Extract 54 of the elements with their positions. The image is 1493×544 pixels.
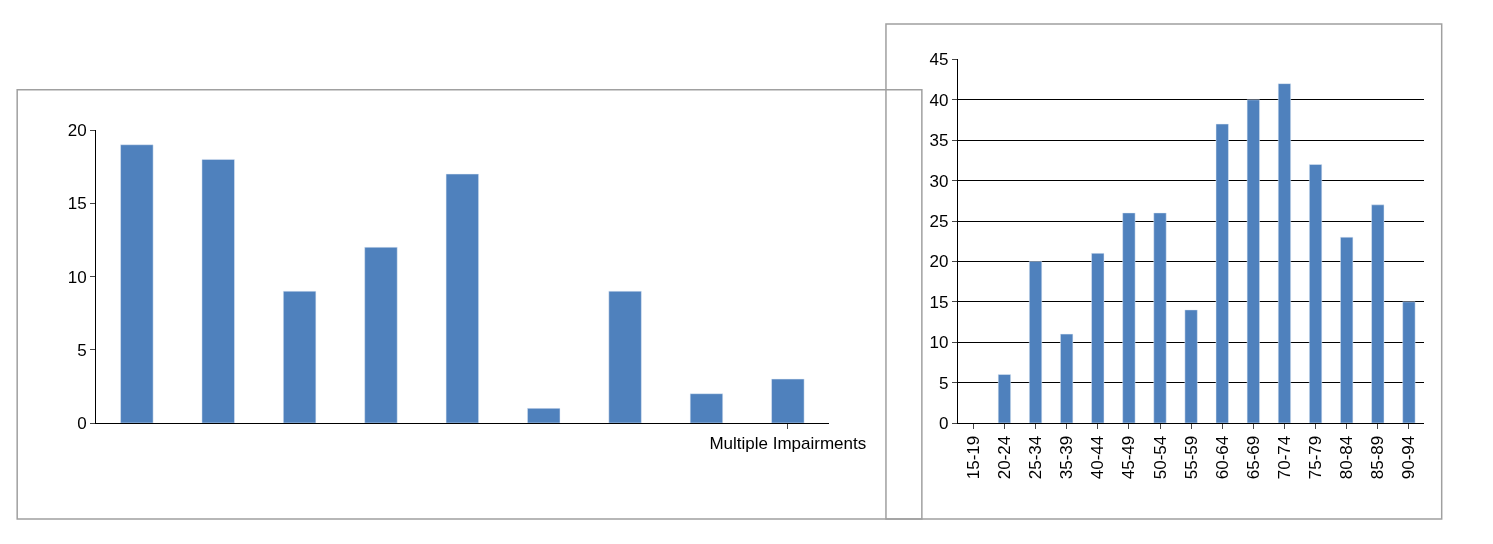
y-tick-label: 45 — [929, 50, 949, 70]
x-tick-label: 65-69 — [1243, 435, 1263, 480]
x-tick-label: 60-64 — [1212, 435, 1232, 480]
y-tick-label: 40 — [929, 90, 949, 110]
bar — [1215, 123, 1229, 423]
y-tick-label: 10 — [929, 333, 949, 353]
bar — [201, 159, 235, 423]
bar — [283, 290, 317, 423]
x-tick-label: 20-24 — [994, 435, 1014, 480]
y-tick-label: 15 — [929, 292, 949, 312]
bar — [689, 393, 723, 423]
x-tick-label: 85-89 — [1368, 435, 1388, 480]
y-tick-label: 35 — [929, 131, 949, 151]
x-tick-label: 55-59 — [1181, 435, 1201, 480]
x-tick-label: 80-84 — [1337, 435, 1357, 480]
y-tick-label: 30 — [929, 171, 949, 191]
bar — [120, 144, 154, 423]
bar — [1029, 261, 1043, 423]
bar — [1060, 333, 1074, 423]
y-tick-label: 5 — [938, 373, 949, 393]
y-tick-label: 10 — [67, 267, 87, 287]
y-tick-label: 0 — [77, 413, 87, 433]
x-tick-label: 90-94 — [1399, 435, 1419, 480]
x-tick-label: 15-19 — [963, 435, 983, 480]
x-tick-label: 70-74 — [1274, 435, 1294, 480]
bar — [1309, 164, 1323, 423]
y-tick-label: 20 — [929, 252, 949, 272]
bar — [1184, 309, 1198, 423]
y-tick-label: 0 — [938, 413, 949, 433]
bar — [1402, 301, 1416, 423]
bar — [997, 374, 1011, 423]
x-tick-label: Multiple Impairments — [709, 434, 867, 454]
x-tick-label: 45-49 — [1119, 435, 1139, 480]
x-tick-label: 75-79 — [1306, 435, 1326, 480]
x-tick-label: 25-34 — [1026, 435, 1046, 480]
bar — [1091, 253, 1105, 423]
y-tick-label: 25 — [929, 211, 949, 231]
bar — [771, 378, 805, 423]
bar — [608, 290, 642, 423]
bar — [1153, 212, 1167, 423]
bar — [1277, 83, 1291, 423]
bar — [1340, 236, 1354, 423]
bar — [1122, 212, 1136, 423]
x-tick-label: 50-54 — [1150, 435, 1170, 480]
bar — [445, 173, 479, 423]
y-tick-label: 20 — [67, 121, 87, 141]
bar — [527, 408, 561, 423]
x-tick-label: 40-44 — [1088, 435, 1108, 480]
x-tick-label: 35-39 — [1057, 435, 1077, 480]
y-tick-label: 5 — [77, 340, 87, 360]
bar — [1371, 204, 1385, 423]
bar — [364, 247, 398, 423]
y-tick-label: 15 — [67, 194, 87, 214]
bar — [1246, 99, 1260, 423]
